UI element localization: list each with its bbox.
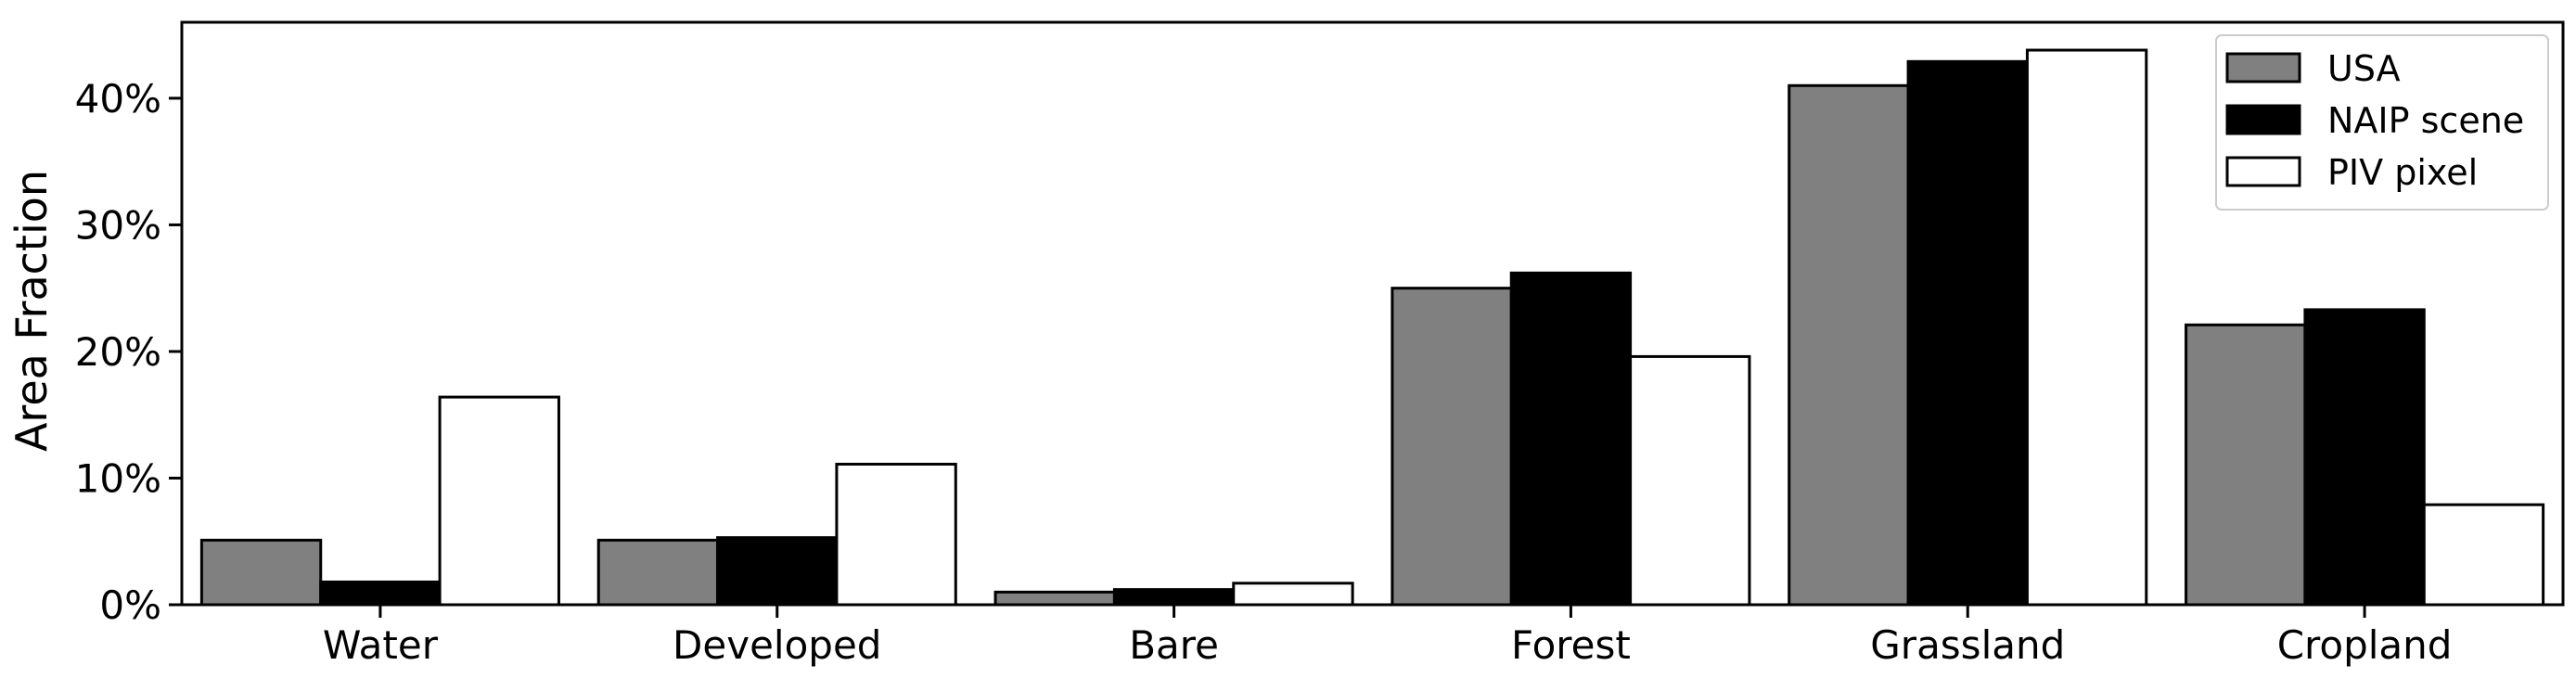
legend-label: NAIP scene <box>2327 100 2524 141</box>
bar <box>2422 503 2545 607</box>
y-tick-label: 40% <box>75 76 161 122</box>
bar <box>993 590 1116 607</box>
legend: USA NAIP scene PIV pixel <box>2215 34 2549 211</box>
legend-label: USA <box>2327 48 2401 89</box>
x-tick-label: Bare <box>1129 622 1219 668</box>
x-tick-label: Developed <box>673 622 881 668</box>
y-tick-label: 10% <box>75 455 161 501</box>
bars-group <box>199 48 2545 607</box>
bar <box>716 536 839 607</box>
bar <box>199 538 323 607</box>
x-tick-label: Forest <box>1511 622 1631 668</box>
bar <box>596 538 720 607</box>
bar <box>835 462 957 607</box>
bar <box>2303 308 2426 607</box>
bar <box>1112 588 1236 607</box>
bar <box>319 580 442 607</box>
bar <box>1509 271 1633 607</box>
bar <box>2025 48 2148 607</box>
plot-frame <box>180 20 2565 607</box>
bar <box>1629 354 1751 607</box>
bar <box>1788 83 1910 607</box>
x-axis-ticks: Water Developed Bare Forest Grassland Croplan… <box>323 605 2453 668</box>
y-axis-ticks: 0% 10% 20% 30% 40% <box>75 76 182 628</box>
y-tick-label: 30% <box>75 202 161 248</box>
legend-swatch <box>2225 52 2301 83</box>
bar <box>1906 59 2029 607</box>
bar <box>1232 582 1354 607</box>
y-tick-label: 20% <box>75 329 161 375</box>
legend-swatch <box>2225 104 2301 135</box>
x-tick-label: Water <box>323 622 439 668</box>
y-tick-label: 0% <box>99 582 161 628</box>
legend-swatch <box>2225 156 2301 187</box>
y-axis-label: Area Fraction <box>6 170 57 452</box>
bar <box>438 395 560 607</box>
bar <box>2185 323 2307 607</box>
legend-label: PIV pixel <box>2327 152 2478 193</box>
x-tick-label: Cropland <box>2277 622 2453 668</box>
x-tick-label: Grassland <box>1870 622 2065 668</box>
bar <box>1391 287 1513 607</box>
